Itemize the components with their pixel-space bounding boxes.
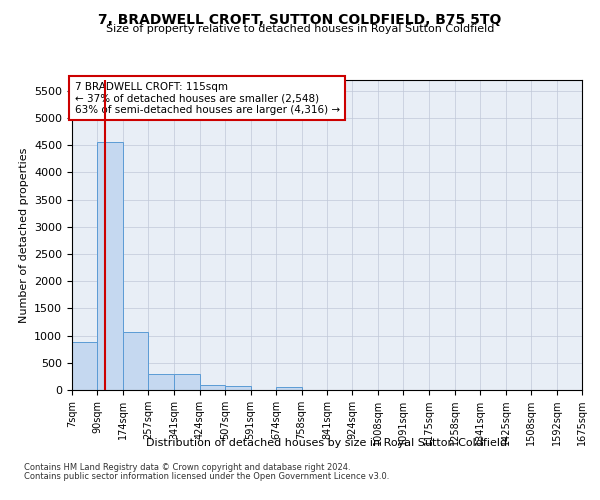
Bar	[97, 142, 123, 390]
Text: 7, BRADWELL CROFT, SUTTON COLDFIELD, B75 5TQ: 7, BRADWELL CROFT, SUTTON COLDFIELD, B75…	[98, 12, 502, 26]
Bar	[276, 387, 302, 390]
Text: Contains public sector information licensed under the Open Government Licence v3: Contains public sector information licen…	[24, 472, 389, 481]
Bar	[72, 342, 97, 390]
Text: Distribution of detached houses by size in Royal Sutton Coldfield: Distribution of detached houses by size …	[146, 438, 508, 448]
Bar	[225, 386, 251, 390]
Bar	[199, 386, 225, 390]
Text: Size of property relative to detached houses in Royal Sutton Coldfield: Size of property relative to detached ho…	[106, 24, 494, 34]
Y-axis label: Number of detached properties: Number of detached properties	[19, 148, 29, 322]
Bar	[148, 374, 174, 390]
Text: 7 BRADWELL CROFT: 115sqm
← 37% of detached houses are smaller (2,548)
63% of sem: 7 BRADWELL CROFT: 115sqm ← 37% of detach…	[74, 82, 340, 115]
Bar	[174, 374, 199, 390]
Bar	[123, 332, 148, 390]
Text: Contains HM Land Registry data © Crown copyright and database right 2024.: Contains HM Land Registry data © Crown c…	[24, 464, 350, 472]
